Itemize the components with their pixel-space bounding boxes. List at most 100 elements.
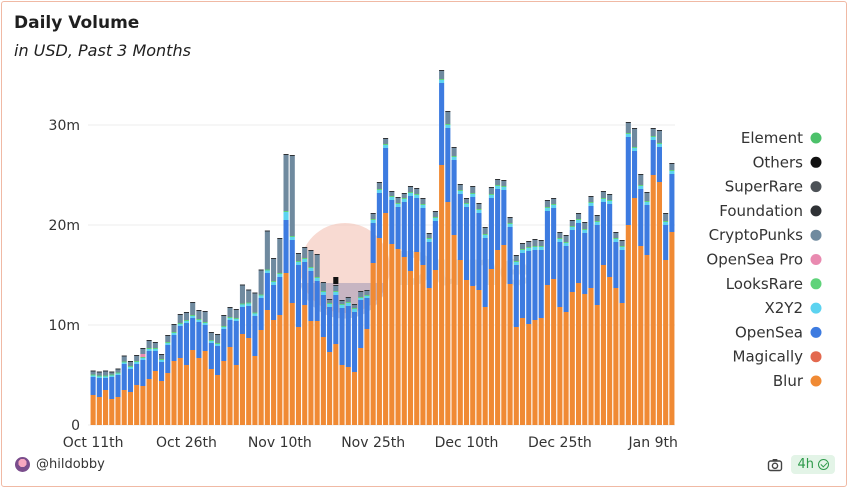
- bar-segment: [364, 329, 370, 425]
- bar-segment: [308, 267, 314, 268]
- bar-segment: [215, 375, 221, 425]
- bar-segment: [283, 273, 289, 425]
- bar-segment: [582, 294, 588, 425]
- bar-segment: [557, 233, 563, 238]
- bar-segment: [600, 191, 606, 192]
- bar-segment: [607, 194, 613, 195]
- bar-segment: [302, 259, 308, 262]
- bar-segment: [669, 174, 675, 232]
- bar-segment: [271, 258, 277, 259]
- bar-segment: [140, 358, 146, 360]
- bar-segment: [320, 291, 326, 292]
- bar-segment: [656, 131, 662, 143]
- bar-segment: [638, 185, 644, 186]
- bar-segment: [295, 327, 302, 425]
- bar-stack: [495, 179, 501, 425]
- bar-segment: [638, 186, 644, 189]
- bar-segment: [314, 254, 320, 255]
- bar-segment: [439, 79, 445, 80]
- bar-segment: [669, 170, 675, 171]
- bar-segment: [327, 300, 333, 303]
- bar-segment: [551, 279, 557, 425]
- bar-stack: [557, 232, 563, 425]
- bar-segment: [376, 183, 382, 189]
- bar-segment: [115, 375, 121, 397]
- bar-segment: [519, 243, 526, 244]
- bar-segment: [202, 312, 208, 322]
- bar-stack: [171, 324, 177, 425]
- bar-segment: [177, 324, 183, 326]
- bar-stack: [339, 300, 345, 425]
- bar-segment: [314, 321, 320, 425]
- bar-segment: [295, 262, 302, 265]
- bar-segment: [569, 221, 575, 226]
- bar-stack: [383, 138, 389, 425]
- y-tick-label: 20m: [49, 218, 80, 234]
- bar-segment: [544, 201, 550, 207]
- bar-stack: [588, 196, 594, 425]
- bar-segment: [196, 310, 202, 311]
- bar-stack: [196, 310, 202, 425]
- bar-stack: [177, 314, 183, 425]
- bar-stack: [401, 193, 407, 425]
- refresh-badge[interactable]: 4h: [791, 455, 835, 474]
- bar-stack: [165, 335, 171, 425]
- bar-segment: [407, 192, 414, 193]
- bar-segment: [575, 214, 582, 219]
- legend[interactable]: Element Others SuperRare Foundation CryptoPu…: [706, 129, 822, 390]
- bar-segment: [563, 312, 569, 425]
- bars[interactable]: [90, 70, 675, 425]
- bar-segment: [383, 138, 389, 139]
- bar-segment: [663, 213, 669, 214]
- bar-segment: [432, 221, 438, 270]
- bar-segment: [208, 369, 214, 425]
- bar-stack: [613, 232, 619, 425]
- bar-segment: [289, 236, 295, 237]
- bar-segment: [451, 157, 457, 160]
- bar-segment: [140, 360, 146, 386]
- bar-segment: [159, 362, 165, 381]
- bar-segment: [302, 305, 308, 425]
- bar-segment: [563, 243, 569, 246]
- bar-segment: [283, 211, 289, 212]
- bar-segment: [538, 318, 544, 425]
- bar-segment: [208, 340, 214, 341]
- bar-segment: [457, 191, 463, 194]
- bar-stack: [563, 235, 569, 425]
- bar-stack: [227, 307, 233, 425]
- bar-segment: [495, 189, 501, 250]
- bar-segment: [239, 304, 246, 307]
- bar-segment: [575, 283, 582, 425]
- bar-segment: [650, 129, 656, 136]
- bar-segment: [183, 321, 190, 323]
- bar-segment: [638, 189, 644, 246]
- bar-stack: [159, 354, 165, 425]
- bar-stack: [109, 371, 115, 425]
- bar-segment: [109, 372, 115, 375]
- bar-segment: [644, 205, 650, 255]
- bar-segment: [327, 304, 333, 307]
- legend-swatch: [810, 205, 822, 217]
- bar-segment: [451, 160, 457, 235]
- bar-segment: [538, 250, 544, 318]
- legend-swatch: [810, 181, 822, 193]
- bar-segment: [420, 198, 426, 199]
- legend-item: Blur: [773, 372, 822, 390]
- bar-segment: [544, 207, 550, 208]
- bar-segment: [103, 378, 109, 390]
- legend-item: OpenSea Pro: [706, 251, 822, 269]
- bar-segment: [600, 198, 606, 199]
- bar-stack: [202, 311, 208, 425]
- bar-segment: [358, 298, 364, 300]
- bar-segment: [196, 322, 202, 358]
- author[interactable]: @hildobby: [15, 457, 105, 472]
- bar-stack: [439, 70, 445, 425]
- bar-segment: [569, 230, 575, 292]
- legend-label: Magically: [733, 348, 804, 366]
- bar-segment: [314, 277, 320, 278]
- bar-stack: [389, 191, 395, 425]
- bar-segment: [146, 341, 152, 348]
- camera-icon[interactable]: [767, 457, 783, 473]
- bar-segment: [526, 241, 532, 242]
- bar-segment: [289, 155, 295, 156]
